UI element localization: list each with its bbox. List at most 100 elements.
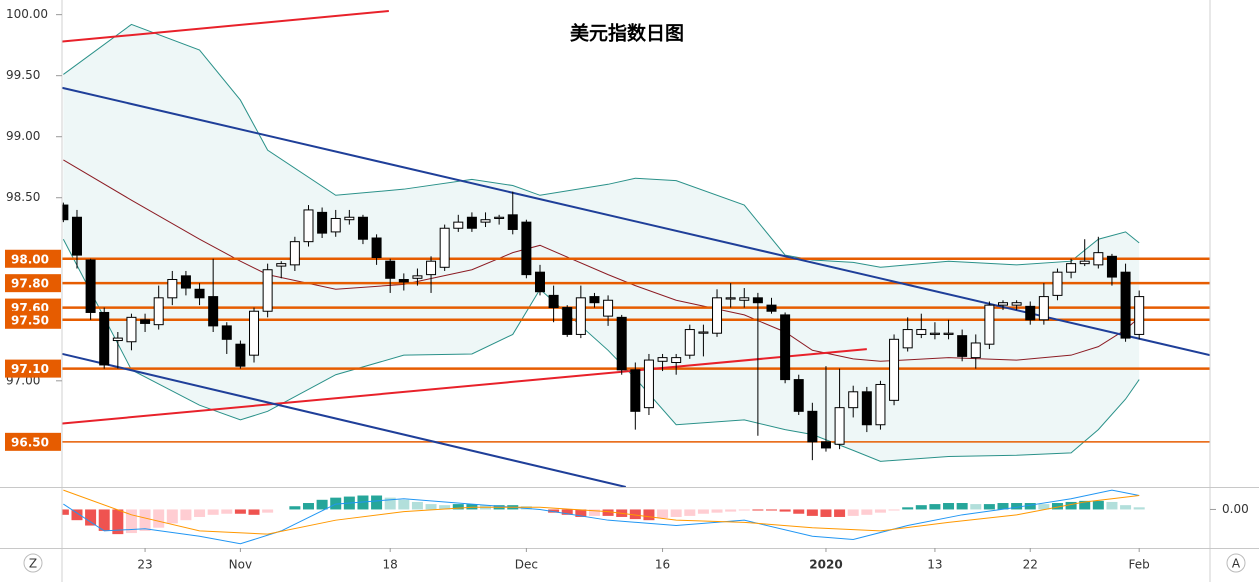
level-label-box [5,274,61,293]
level-label: 96.50 [11,435,49,449]
candle-body [957,335,968,357]
histogram-bar [874,509,886,513]
histogram-bar [834,509,846,517]
candle-body [357,216,368,240]
candle-body [848,391,859,409]
candle-body [671,357,682,364]
histogram-bar [588,509,600,516]
histogram-bar [738,509,750,511]
candle-body [970,342,981,359]
histogram-bar [289,506,301,510]
level-label-box [5,310,61,329]
candle-body [453,221,464,229]
candle-body [793,379,804,412]
histogram-bar [861,509,873,515]
candle-body [180,275,191,289]
level-label: 97.10 [11,362,49,376]
histogram-bar [725,509,737,512]
histogram-bar [357,495,369,510]
candle-body [1011,302,1022,306]
histogram-bar [71,509,83,521]
candle-body [235,343,246,367]
histogram-bar [765,509,777,511]
level-label: 97.50 [11,313,49,327]
histogram-bar [847,509,859,516]
histogram-bar [194,509,206,517]
x-tick-label: 2020 [809,558,842,572]
histogram-bar [439,505,451,510]
candle-body [426,260,437,276]
histogram-bar [234,509,246,514]
candle-body [902,329,913,349]
histogram-bar [330,497,342,510]
candle-body [221,325,232,340]
histogram-bar [793,509,805,514]
x-tick-label: 22 [1023,558,1038,572]
trend-line [62,348,867,425]
histogram-bar [915,505,927,510]
candle-body [62,204,69,221]
histogram-bar [629,509,641,520]
band-fill [63,24,1140,462]
candle-body [916,329,927,335]
histogram-bar [125,509,137,534]
histogram-bar [466,504,478,510]
candle-body [630,369,641,412]
candle-body [861,391,872,426]
histogram-bar [221,509,233,514]
histogram-bar [697,509,709,514]
histogram-bar [602,509,614,516]
candle-body [643,359,654,409]
x-tick-label: Dec [515,558,538,572]
candle-body [249,310,260,356]
histogram-bar [1120,505,1132,510]
histogram-bar [262,509,274,513]
y-tick-label: 99.50 [6,68,40,82]
histogram-bar [98,509,110,531]
candle-body [208,296,219,327]
candle-body [1134,296,1145,335]
candle-body [126,316,137,343]
chart-title: 美元指数日图 [570,22,684,45]
candle-body [984,304,995,345]
candle-body [289,241,300,266]
histogram-bar [1024,503,1036,510]
candle-body [752,297,763,304]
histogram-bar [888,509,900,511]
candle-body [507,214,518,230]
band-upper [63,23,1140,268]
histogram-bar [302,503,314,510]
histogram-bar [806,509,818,516]
candle-body [385,260,396,279]
candle-body [85,259,96,313]
band-lower [62,238,1140,462]
candle-body [589,296,600,304]
candle-body [194,288,205,299]
candle-body [480,219,491,223]
histogram-bar [575,509,587,517]
histogram-bar [779,509,791,512]
histogram-bar [943,503,955,510]
histogram-bar [1133,507,1145,510]
candle-body [99,311,110,366]
trend-line [62,352,627,487]
candle-body [466,216,477,229]
candle-body [575,297,586,335]
histogram-bar [548,509,560,513]
toolbar-label[interactable]: A [1232,557,1241,571]
histogram-bar [997,503,1009,510]
histogram-bar [520,506,532,510]
toolbar-label[interactable]: Z [29,557,37,571]
toolbar-button[interactable] [23,553,43,573]
histogram-bar [248,509,260,515]
toolbar-button[interactable] [1226,553,1246,573]
macd-line [63,489,1140,535]
macd-pane [62,489,1145,545]
candle-body [684,329,695,356]
y-tick-label: 98.50 [6,190,40,204]
histogram-bar [1065,501,1077,510]
candle-body [603,299,614,317]
candle-body [698,331,709,334]
